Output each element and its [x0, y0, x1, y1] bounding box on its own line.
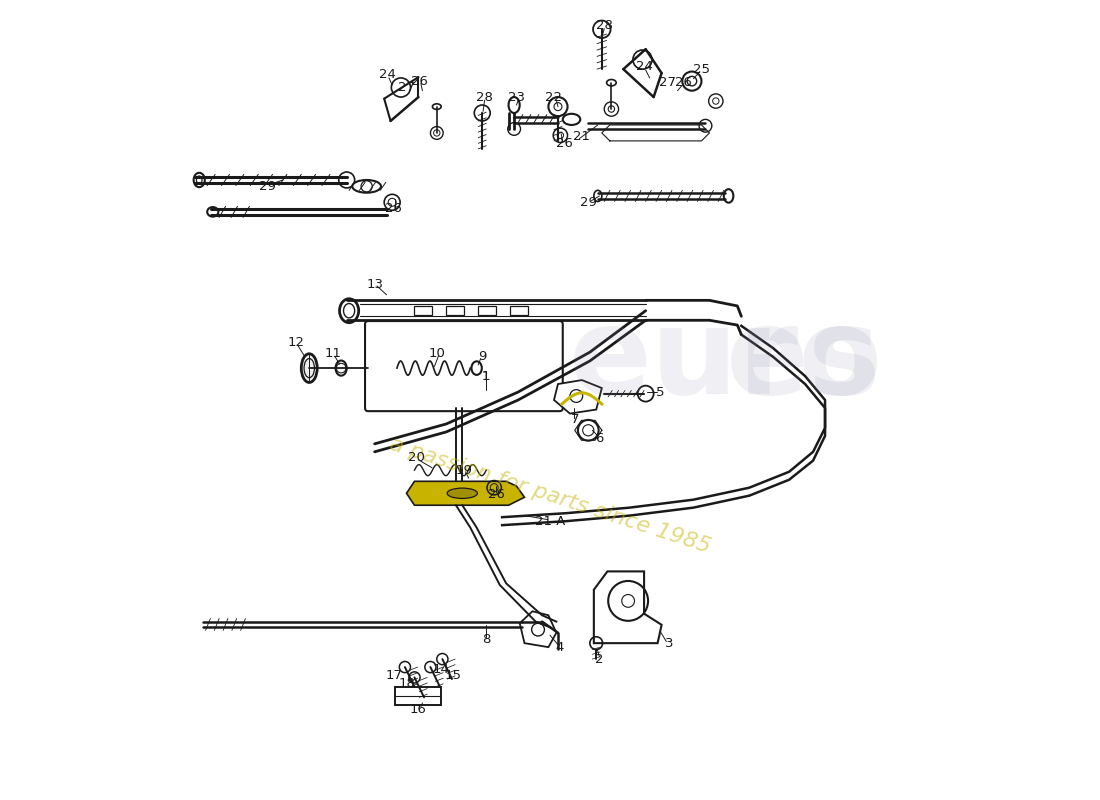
Text: 18: 18: [398, 677, 415, 690]
Text: 26: 26: [385, 202, 402, 215]
Text: a passion for parts since 1985: a passion for parts since 1985: [387, 434, 713, 557]
Text: 1: 1: [482, 370, 491, 382]
Text: 5: 5: [656, 386, 664, 398]
Text: 7: 7: [571, 414, 580, 426]
Ellipse shape: [448, 488, 477, 498]
Text: es: es: [725, 302, 881, 418]
Text: 8: 8: [482, 633, 491, 646]
Bar: [510, 306, 528, 315]
Text: euro: euro: [569, 302, 882, 418]
Text: 27: 27: [660, 76, 676, 90]
Ellipse shape: [563, 114, 581, 125]
Text: 16: 16: [410, 703, 427, 716]
Polygon shape: [554, 380, 602, 414]
Polygon shape: [407, 482, 525, 506]
Text: 13: 13: [366, 278, 383, 291]
Bar: [447, 306, 464, 315]
Text: 6: 6: [595, 432, 604, 445]
Text: 29: 29: [258, 180, 275, 193]
Text: 10: 10: [428, 347, 446, 360]
Text: 2: 2: [595, 653, 604, 666]
Ellipse shape: [472, 362, 482, 375]
Text: 26: 26: [410, 74, 428, 88]
FancyBboxPatch shape: [365, 321, 563, 411]
Bar: [478, 306, 496, 315]
Text: 25: 25: [693, 62, 710, 76]
Text: 26: 26: [488, 487, 505, 501]
Text: 29: 29: [580, 196, 596, 209]
Text: 22: 22: [546, 90, 562, 103]
Text: 24: 24: [378, 68, 396, 82]
Text: 24: 24: [636, 60, 652, 74]
Ellipse shape: [336, 361, 346, 376]
Ellipse shape: [301, 354, 317, 382]
Text: 21: 21: [573, 130, 591, 143]
Text: 1: 1: [482, 370, 491, 382]
Text: 4: 4: [556, 641, 564, 654]
Text: 11: 11: [324, 347, 342, 360]
Text: 27: 27: [398, 81, 415, 94]
Text: 15: 15: [444, 669, 461, 682]
Text: 26: 26: [675, 76, 692, 90]
Text: 19: 19: [455, 464, 472, 477]
Text: 20: 20: [408, 451, 425, 464]
Polygon shape: [519, 611, 557, 647]
Text: 28: 28: [596, 19, 613, 32]
Bar: [395, 687, 441, 705]
Text: 21 A: 21 A: [535, 514, 565, 528]
Text: 26: 26: [556, 137, 573, 150]
Text: 17: 17: [386, 669, 403, 682]
Text: 28: 28: [476, 90, 493, 103]
Text: 9: 9: [478, 350, 486, 363]
Text: 14: 14: [432, 663, 449, 676]
Text: 3: 3: [666, 637, 674, 650]
Text: 12: 12: [288, 336, 305, 349]
Polygon shape: [594, 571, 661, 643]
Text: 23: 23: [508, 90, 525, 103]
Bar: [415, 306, 432, 315]
Ellipse shape: [352, 180, 381, 193]
